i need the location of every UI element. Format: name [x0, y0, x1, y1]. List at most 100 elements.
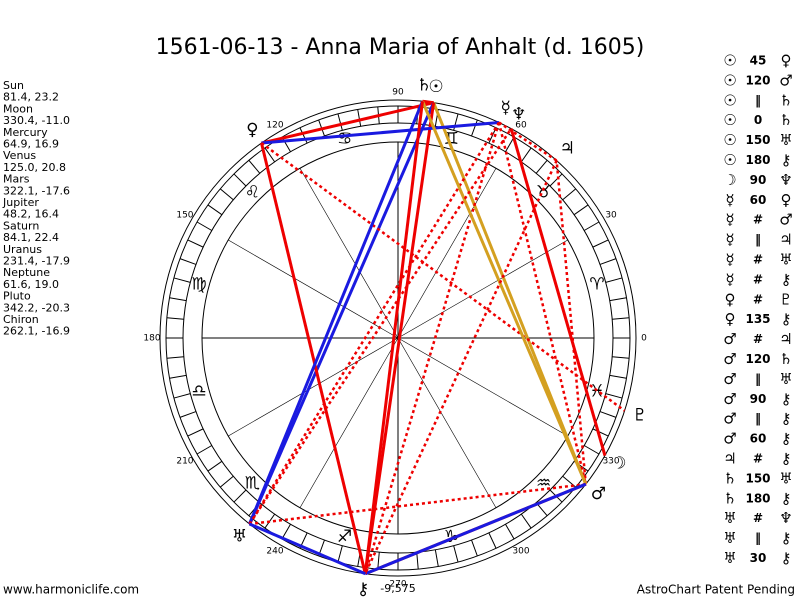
aspect-angle: 120: [745, 352, 770, 366]
ring: [159, 99, 637, 577]
ring-tick: [219, 188, 234, 201]
ring-tick: [196, 445, 213, 455]
aspect-planet: ⚷: [781, 489, 792, 507]
aspect-angle: #: [753, 213, 763, 227]
degree-label: 60: [515, 120, 527, 130]
aspect-planet: ♀: [725, 290, 736, 308]
aspect-planet: ♅: [779, 131, 792, 149]
planet-coords: 342.2, -20.3: [3, 301, 70, 314]
aspect-line: [248, 121, 501, 525]
degree-label: 150: [176, 211, 193, 221]
aspect-planet: ⚷: [781, 410, 792, 428]
aspect-angle: 135: [745, 312, 770, 326]
aspect-angle: #: [753, 272, 763, 286]
ring-tick: [562, 188, 577, 201]
aspect-planet: ♃: [779, 231, 792, 249]
planet-name: Jupiter: [2, 196, 39, 209]
spoke: [228, 239, 399, 339]
aspect-planet: ⚷: [781, 390, 792, 408]
ring-tick: [248, 159, 261, 174]
degree-label: 270: [389, 580, 406, 590]
aspect-planet: ⚷: [781, 529, 792, 547]
aspect-planet: ♄: [723, 469, 736, 487]
ring-tick: [337, 545, 343, 563]
sign-glyph: ♈: [589, 275, 604, 295]
ring-tick: [453, 545, 459, 563]
aspect-line: [555, 160, 588, 485]
aspect-planet: ☿: [725, 211, 734, 229]
planet-name: Saturn: [3, 219, 39, 232]
aspect-planet: ♂: [723, 370, 736, 388]
spoke: [397, 168, 497, 339]
planet-coords: 84.1, 22.4: [3, 231, 59, 244]
ring-tick: [233, 173, 247, 187]
aspect-planet: ♅: [779, 370, 792, 388]
ring-tick: [488, 532, 497, 549]
aspect-angle: 45: [750, 54, 767, 68]
aspect-planet: ♅: [779, 251, 792, 269]
ring-tick: [169, 374, 187, 379]
ring-tick: [583, 445, 600, 455]
aspect-planet: ♂: [779, 71, 792, 89]
spoke: [397, 337, 497, 508]
spoke: [397, 239, 568, 339]
planet-coords: 48.2, 16.4: [3, 208, 59, 221]
aspect-planet: ⚷: [781, 430, 792, 448]
aspect-line: [422, 99, 434, 105]
planet-coords: 262.1, -16.9: [3, 325, 70, 338]
aspect-angle: 90: [750, 392, 767, 406]
planet-glyph: ☿: [501, 98, 511, 118]
sign-glyph: ♐: [337, 527, 352, 547]
ring-tick: [612, 356, 630, 359]
aspect-line: [248, 127, 513, 525]
aspect-planet: ♄: [779, 111, 792, 129]
aspect-angle: #: [753, 253, 763, 267]
sign-glyph: ♍: [191, 275, 206, 295]
ring-tick: [573, 204, 589, 216]
planet-coords: 61.6, 19.0: [3, 278, 59, 291]
aspect-planet: ♅: [723, 549, 736, 567]
ring-tick: [173, 393, 191, 399]
ring-tick: [583, 221, 600, 231]
chart-title: 1561-06-13 - Anna Maria of Anhalt (d. 16…: [156, 35, 645, 60]
aspect-angle: 90: [750, 173, 767, 187]
ring-tick: [377, 552, 380, 570]
aspect-planet: ⚷: [781, 310, 792, 328]
aspect-list: ☉ 45 ♀ ☉ 120 ♂ ☉ ‖ ♄ ☉ 0 ♄ ☉ 150 ♅ ☉ 180 ⚷ ☽ 90 ♆ ☿ 60 ♀ ☿ # ♂ ☿ ‖ ♃ ☿…: [723, 52, 792, 568]
ring-tick: [357, 109, 362, 127]
wheel: 0306090120150180210240270300330♈♉♊♋♌♍♎♏♐…: [143, 88, 647, 590]
planet-name: Sun: [3, 79, 24, 92]
degree-label: 180: [143, 334, 160, 344]
ring-tick: [233, 489, 247, 503]
planet-coords: 81.4, 23.2: [3, 91, 59, 104]
planet-name: Uranus: [3, 243, 42, 256]
aspect-planet: ☽: [723, 171, 736, 189]
aspect-planet: ♂: [723, 430, 736, 448]
ring-tick: [549, 173, 563, 187]
aspect-angle: ‖: [755, 531, 761, 545]
aspect-planet: ♀: [725, 310, 736, 328]
ring-tick: [605, 393, 623, 399]
aspect-angle: 180: [745, 491, 770, 505]
aspect-line: [364, 122, 501, 575]
aspect-angle: 150: [745, 133, 770, 147]
sign-glyph: ♑: [444, 527, 459, 547]
aspect-planet: ☉: [723, 111, 736, 129]
degree-label: 120: [266, 120, 283, 130]
planet-name: Mercury: [3, 126, 48, 139]
aspect-planet: ♂: [723, 350, 736, 368]
ring-tick: [179, 411, 197, 418]
planet-name: Neptune: [3, 266, 50, 279]
planet-coords: 64.9, 16.9: [3, 138, 59, 151]
aspect-angle: #: [753, 292, 763, 306]
ring-tick: [505, 136, 515, 153]
degree-label: 90: [392, 88, 404, 98]
ring-tick: [612, 317, 630, 320]
planet-glyph: ☽: [611, 453, 626, 473]
aspect-angle: 150: [745, 471, 770, 485]
spoke: [397, 337, 568, 437]
ring-tick: [169, 297, 187, 302]
aspect-planet: ☉: [723, 52, 736, 70]
